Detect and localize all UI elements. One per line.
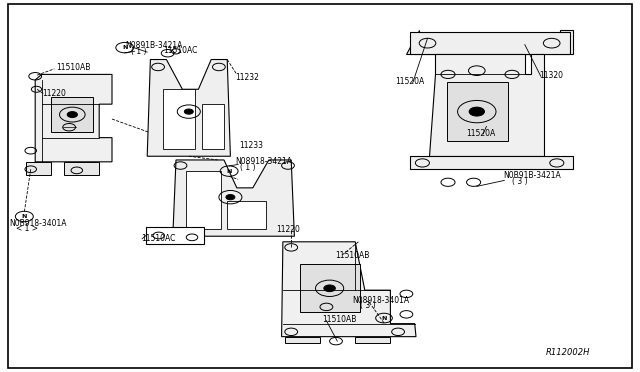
Bar [410, 32, 570, 54]
Text: ( 3 ): ( 3 ) [512, 177, 527, 186]
Text: N: N [227, 169, 232, 174]
Polygon shape [173, 160, 294, 236]
Text: 11510AB: 11510AB [56, 63, 91, 72]
Polygon shape [26, 162, 51, 175]
Circle shape [324, 285, 335, 292]
Polygon shape [64, 162, 99, 175]
Bar [300, 264, 360, 312]
Polygon shape [202, 104, 224, 149]
Polygon shape [429, 54, 544, 156]
Polygon shape [355, 337, 390, 343]
Bar [146, 227, 204, 244]
Text: N0891B-3421A: N0891B-3421A [125, 41, 182, 50]
Polygon shape [147, 60, 230, 156]
Text: 11520A: 11520A [466, 129, 495, 138]
Circle shape [184, 109, 193, 114]
Polygon shape [406, 30, 573, 54]
Circle shape [226, 195, 235, 200]
Polygon shape [227, 201, 266, 229]
Text: N08918-3421A: N08918-3421A [236, 157, 292, 166]
Text: 11520A: 11520A [396, 77, 425, 86]
Circle shape [67, 112, 77, 118]
Text: ( 3 ): ( 3 ) [360, 301, 376, 310]
Text: N0B91B-3421A: N0B91B-3421A [503, 171, 561, 180]
Bar [51, 97, 93, 132]
Text: 11232: 11232 [236, 73, 259, 82]
Text: ( 1 ): ( 1 ) [240, 163, 255, 172]
Circle shape [469, 107, 484, 116]
Text: 11510AC: 11510AC [163, 46, 198, 55]
Text: N0B918-3401A: N0B918-3401A [10, 219, 67, 228]
Text: 11510AB: 11510AB [322, 315, 356, 324]
Text: 11510AB: 11510AB [335, 251, 369, 260]
Text: N: N [122, 45, 127, 50]
Text: R112002H: R112002H [546, 348, 590, 357]
Text: < 1 >: < 1 > [16, 224, 38, 233]
Polygon shape [282, 242, 416, 337]
Text: ( 1 ): ( 1 ) [131, 47, 147, 56]
Bar [410, 156, 573, 169]
Text: N08918-3401A: N08918-3401A [352, 296, 409, 305]
Polygon shape [35, 74, 112, 162]
Text: N: N [22, 214, 27, 219]
Text: 11233: 11233 [239, 141, 263, 150]
Text: 11510AC: 11510AC [141, 234, 175, 243]
Text: 11220: 11220 [276, 225, 300, 234]
Text: 11220: 11220 [42, 89, 66, 97]
Text: 11320: 11320 [540, 71, 564, 80]
Bar [447, 82, 508, 141]
Text: N: N [381, 315, 387, 321]
Polygon shape [285, 337, 320, 343]
Polygon shape [163, 89, 195, 149]
Polygon shape [186, 171, 221, 229]
